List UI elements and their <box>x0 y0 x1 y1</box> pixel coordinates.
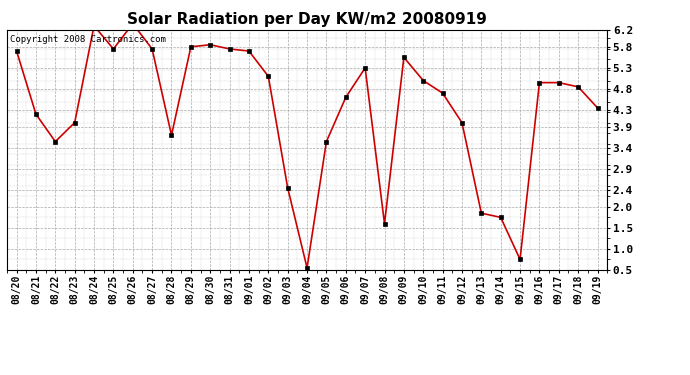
Title: Solar Radiation per Day KW/m2 20080919: Solar Radiation per Day KW/m2 20080919 <box>127 12 487 27</box>
Text: Copyright 2008 Cartronics.com: Copyright 2008 Cartronics.com <box>10 35 166 44</box>
